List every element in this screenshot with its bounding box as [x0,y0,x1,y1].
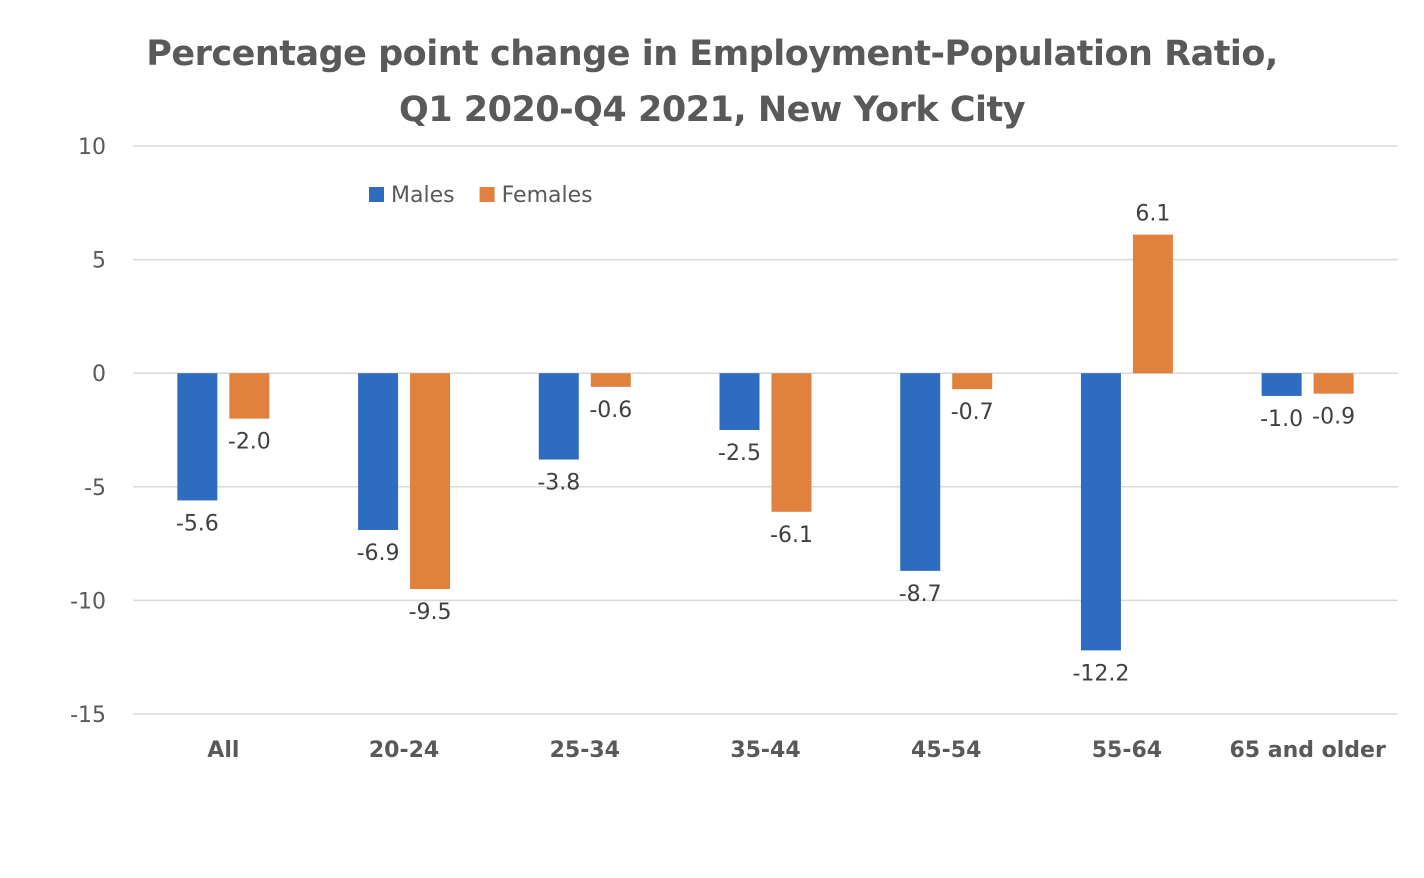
data-label-females-0: -2.0 [228,430,271,455]
bar-females-5 [1132,234,1173,374]
y-tick-label: -10 [70,589,106,614]
legend-label-males: Males [391,183,455,208]
bar-females-2 [590,373,631,387]
data-label-females-6: -0.9 [1312,405,1355,430]
bar-males-3 [719,373,760,430]
bar-males-2 [538,373,579,460]
y-tick-label: -5 [84,476,106,501]
bar-males-6 [1261,373,1302,396]
bar-males-0 [177,373,218,501]
data-label-females-4: -0.7 [951,400,994,425]
bar-males-1 [358,373,399,530]
x-category-label: 65 and older [1229,738,1386,763]
legend-swatch-males [369,187,384,202]
data-labels: -5.6 -2.0 -6.9 -9.5 -3.8 -0.6 -2.5 -6.1 -8.7 -0.7… [176,202,1355,687]
data-label-males-3: -2.5 [718,441,761,466]
bar-females-1 [410,373,451,590]
bar-females-0 [229,373,270,419]
data-label-females-2: -0.6 [589,398,632,423]
chart-title: Percentage point change in Employment-Po… [0,26,1424,138]
data-label-males-1: -6.9 [357,541,400,566]
bars [177,234,1354,651]
bar-females-3 [771,373,812,512]
data-label-males-0: -5.6 [176,511,219,536]
x-category-label: 20-24 [369,738,439,763]
legend-label-females: Females [502,183,593,208]
x-category-label: All [207,738,239,763]
data-label-females-3: -6.1 [770,523,813,548]
chart-title-line-1: Percentage point change in Employment-Po… [146,34,1278,74]
bar-males-4 [900,373,941,571]
data-label-females-5: 6.1 [1135,202,1170,227]
data-label-males-4: -8.7 [899,582,942,607]
gridlines [133,145,1398,715]
data-label-males-5: -12.2 [1072,661,1129,686]
x-category-label: 55-64 [1092,738,1162,763]
y-tick-label: 0 [92,362,106,387]
y-axis-tick-labels: 10 5 0 -5 -10 -15 [70,135,106,728]
data-label-females-1: -9.5 [409,600,452,625]
chart-title-line-2: Q1 2020-Q4 2021, New York City [398,90,1026,130]
x-category-label: 35-44 [730,738,800,763]
y-tick-label: 5 [92,249,106,274]
x-category-label: 45-54 [911,738,981,763]
data-label-males-6: -1.0 [1260,407,1303,432]
legend-swatch-females [479,187,495,202]
legend: Males Females [369,183,593,208]
bar-females-4 [952,373,993,390]
y-tick-label: -15 [70,703,106,728]
x-category-label: 25-34 [550,738,620,763]
y-tick-label: 10 [78,135,106,160]
x-axis-category-labels: All 20-24 25-34 35-44 45-54 55-64 65 and older [207,738,1386,763]
bar-males-5 [1080,373,1121,651]
bar-females-6 [1313,373,1354,394]
data-label-males-2: -3.8 [537,471,580,496]
